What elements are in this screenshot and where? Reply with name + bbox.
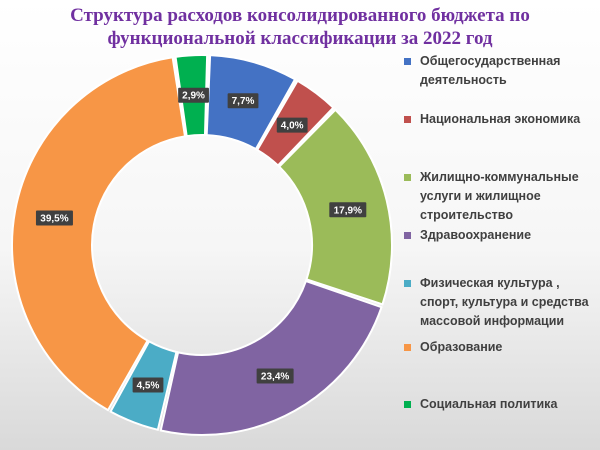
- legend-swatch: [404, 280, 411, 287]
- legend-label: Социальная политика: [420, 397, 558, 411]
- legend-label: Физическая культура , спорт, культура и …: [420, 276, 589, 328]
- legend-label: Национальная экономика: [420, 112, 581, 126]
- data-label-national-economy: 4,0%: [276, 117, 308, 133]
- legend: Общегосударственная деятельность Национал…: [400, 0, 600, 450]
- data-labels: 7,7% 4,0% 17,9% 23,4% 4,5% 39,5% 2,9%: [35, 87, 367, 393]
- legend-label: Здравоохранение: [420, 228, 532, 242]
- legend-swatch: [404, 58, 411, 65]
- slice-education: [11, 56, 187, 412]
- slice-healthcare: [159, 279, 383, 436]
- data-label-housing-utilities: 17,9%: [329, 202, 367, 218]
- donut-chart: 7,7% 4,0% 17,9% 23,4% 4,5% 39,5% 2,9%: [11, 54, 393, 436]
- data-label-healthcare: 23,4%: [256, 368, 294, 384]
- chart-title-line-1: Структура расходов консолидированного бю…: [70, 5, 530, 26]
- legend-label: Образование: [420, 340, 503, 354]
- data-label-culture-sport-media: 4,5%: [132, 377, 164, 393]
- chart-title: Структура расходов консолидированного бю…: [0, 4, 600, 50]
- legend-swatch: [404, 344, 411, 351]
- data-label-general-government: 7,7%: [227, 93, 259, 109]
- data-label-social-policy: 2,9%: [178, 87, 209, 103]
- legend-label: Жилищно-коммунальные услуги и жилищное с…: [420, 170, 579, 222]
- legend-swatch: [404, 401, 411, 408]
- legend-label: Общегосударственная деятельность: [420, 54, 561, 87]
- svg-text:17,9%: 17,9%: [334, 205, 362, 216]
- svg-text:39,5%: 39,5%: [40, 213, 68, 224]
- legend-swatch: [404, 116, 411, 123]
- svg-text:2,9%: 2,9%: [182, 91, 205, 102]
- legend-swatch: [404, 232, 411, 239]
- donut-slices: [11, 54, 393, 436]
- svg-text:7,7%: 7,7%: [232, 96, 255, 107]
- data-label-education: 39,5%: [35, 210, 73, 226]
- svg-text:4,0%: 4,0%: [281, 121, 304, 132]
- chart-title-line-2: функциональной классификации за 2022 год: [107, 28, 493, 49]
- svg-text:4,5%: 4,5%: [137, 380, 160, 391]
- legend-swatch: [404, 174, 411, 181]
- svg-text:23,4%: 23,4%: [261, 371, 289, 382]
